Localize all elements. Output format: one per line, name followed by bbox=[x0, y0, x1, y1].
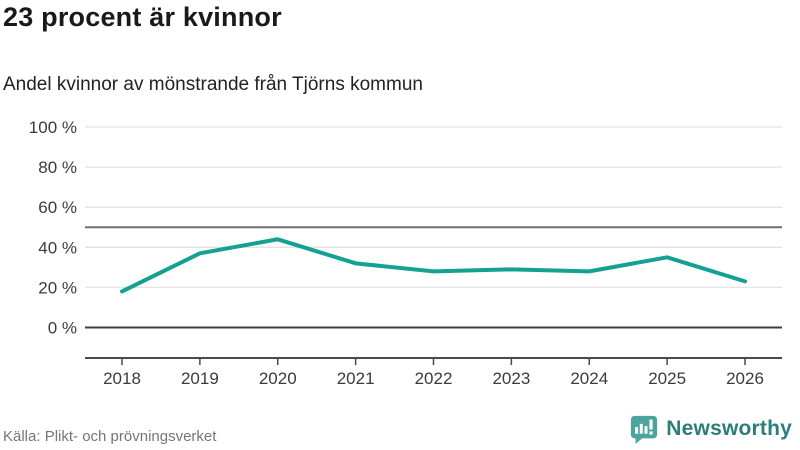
newsworthy-logo-text: Newsworthy bbox=[666, 417, 792, 440]
x-tick-label-2022: 2022 bbox=[415, 369, 453, 388]
x-tick-label-2020: 2020 bbox=[259, 369, 297, 388]
x-tick-label-2023: 2023 bbox=[492, 369, 530, 388]
x-tick-label-2025: 2025 bbox=[648, 369, 686, 388]
x-tick-label-2019: 2019 bbox=[181, 369, 219, 388]
chart-title: 23 procent är kvinnor bbox=[3, 2, 282, 32]
y-tick-label-20: 20 % bbox=[38, 278, 77, 297]
y-tick-label-60: 60 % bbox=[38, 198, 77, 217]
x-tick-label-2021: 2021 bbox=[337, 369, 375, 388]
newsworthy-speech-bubble-chart-icon bbox=[631, 415, 658, 444]
chart-subtitle: Andel kvinnor av mönstrande från Tjörns … bbox=[3, 74, 423, 95]
x-tick-label-2026: 2026 bbox=[726, 369, 764, 388]
y-tick-label-100: 100 % bbox=[29, 118, 77, 137]
data-line-andel-kvinnor bbox=[120, 237, 747, 294]
newsworthy-logo: Newsworthy bbox=[629, 414, 792, 444]
y-tick-label-0: 0 % bbox=[48, 319, 77, 338]
y-tick-label-40: 40 % bbox=[38, 238, 77, 257]
y-tick-label-80: 80 % bbox=[38, 158, 77, 177]
x-tick-label-2018: 2018 bbox=[103, 369, 141, 388]
x-tick-label-2024: 2024 bbox=[570, 369, 608, 388]
source-note: Källa: Plikt- och prövningsverket bbox=[3, 428, 217, 445]
